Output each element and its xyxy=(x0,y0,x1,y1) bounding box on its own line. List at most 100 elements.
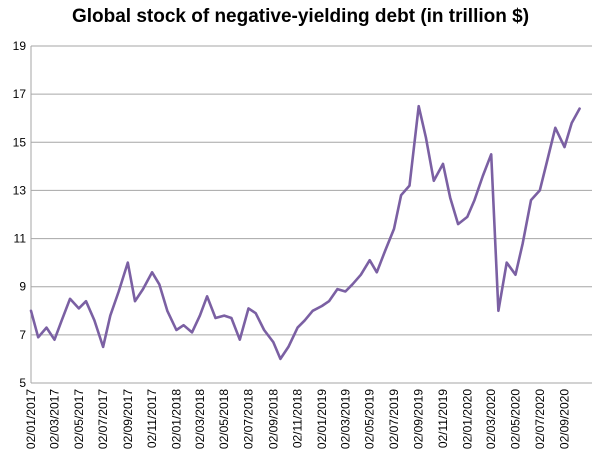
data-point xyxy=(457,223,459,225)
y-tick-label: 7 xyxy=(19,328,26,342)
data-point xyxy=(78,307,80,310)
data-point xyxy=(53,338,56,341)
y-tick-label: 17 xyxy=(13,87,27,101)
data-point xyxy=(336,288,339,290)
x-tick-label: 02/09/2018 xyxy=(266,389,280,449)
data-point xyxy=(360,273,362,276)
x-tick-label: 02/05/2020 xyxy=(509,389,523,449)
x-tick-label: 02/05/2019 xyxy=(363,389,377,449)
data-point xyxy=(466,216,469,218)
data-point xyxy=(263,329,265,331)
data-point xyxy=(93,319,96,322)
data-point xyxy=(134,300,136,302)
data-point xyxy=(206,295,208,298)
data-point xyxy=(514,273,517,276)
data-point xyxy=(570,122,573,124)
data-point xyxy=(482,175,484,177)
data-point xyxy=(393,228,395,230)
data-point xyxy=(158,283,161,286)
x-tick-label: 02/07/2018 xyxy=(242,389,256,449)
data-point xyxy=(214,317,217,319)
data-point xyxy=(199,314,201,317)
x-tick-label: 02/07/2019 xyxy=(387,389,401,449)
data-point xyxy=(85,300,87,302)
y-tick-label: 5 xyxy=(19,376,26,390)
data-point xyxy=(328,300,330,302)
data-point xyxy=(45,326,48,329)
data-point xyxy=(191,331,193,334)
data-point xyxy=(287,346,290,348)
x-tick-label: 02/11/2019 xyxy=(436,389,450,448)
data-point xyxy=(546,160,548,163)
x-tick-label: 02/11/2018 xyxy=(291,389,305,448)
data-point xyxy=(400,194,402,197)
data-point xyxy=(69,297,71,300)
data-point xyxy=(127,261,129,264)
data-point xyxy=(578,107,581,110)
data-point xyxy=(254,312,257,314)
data-point xyxy=(351,283,354,286)
x-tick-label: 02/03/2019 xyxy=(338,389,352,449)
x-tick-label: 02/03/2018 xyxy=(193,389,207,449)
data-point xyxy=(442,163,444,165)
data-point xyxy=(554,127,557,129)
data-point xyxy=(505,261,508,264)
data-point xyxy=(384,249,387,252)
data-point xyxy=(60,319,63,322)
data-point xyxy=(376,271,378,274)
x-tick-label: 02/03/2017 xyxy=(48,389,62,449)
data-point xyxy=(433,180,435,182)
x-tick-label: 02/01/2017 xyxy=(24,389,38,449)
data-point xyxy=(30,309,32,312)
data-point xyxy=(182,324,185,327)
data-point xyxy=(344,290,347,293)
y-tick-label: 9 xyxy=(19,280,26,294)
y-tick-label: 13 xyxy=(13,183,27,197)
data-point xyxy=(530,199,532,201)
data-point xyxy=(151,271,153,274)
x-tick-label: 02/07/2020 xyxy=(533,389,547,449)
data-point xyxy=(539,189,541,192)
series-line xyxy=(29,104,581,361)
x-tick-label: 02/05/2017 xyxy=(72,389,86,449)
data-point xyxy=(563,146,566,148)
data-point xyxy=(417,105,420,107)
x-tick-label: 02/09/2020 xyxy=(558,389,572,449)
data-point xyxy=(521,242,524,245)
data-point xyxy=(37,336,39,339)
x-tick-label: 02/11/2017 xyxy=(145,389,159,448)
y-tick-label: 11 xyxy=(14,232,27,246)
x-tick-label: 02/01/2019 xyxy=(315,389,329,449)
data-point xyxy=(425,136,427,139)
data-point xyxy=(497,309,500,312)
data-point xyxy=(142,288,144,290)
data-point xyxy=(303,319,306,322)
data-point xyxy=(279,358,282,360)
data-point xyxy=(296,326,299,329)
x-tick-label: 02/01/2018 xyxy=(169,389,183,449)
data-point xyxy=(230,317,233,319)
data-point xyxy=(321,305,323,307)
x-tick-label: 02/05/2018 xyxy=(217,389,231,449)
x-tick-label: 02/07/2017 xyxy=(96,389,110,449)
data-point xyxy=(175,329,178,331)
data-point xyxy=(490,153,492,156)
data-point xyxy=(368,259,371,262)
data-point xyxy=(311,309,314,312)
x-tick-label: 02/09/2019 xyxy=(412,389,426,449)
chart-title: Global stock of negative-yielding debt (… xyxy=(71,6,530,27)
data-point xyxy=(102,346,104,348)
data-point xyxy=(247,307,250,310)
x-tick-label: 02/03/2020 xyxy=(484,389,498,449)
data-point xyxy=(117,290,120,293)
x-tick-label: 02/09/2017 xyxy=(121,389,135,449)
data-point xyxy=(449,196,451,199)
data-point xyxy=(109,314,112,317)
data-point xyxy=(223,314,226,317)
y-tick-label: 19 xyxy=(13,39,27,53)
data-point xyxy=(408,184,411,187)
y-tick-label: 15 xyxy=(13,135,27,149)
data-point xyxy=(166,309,169,312)
